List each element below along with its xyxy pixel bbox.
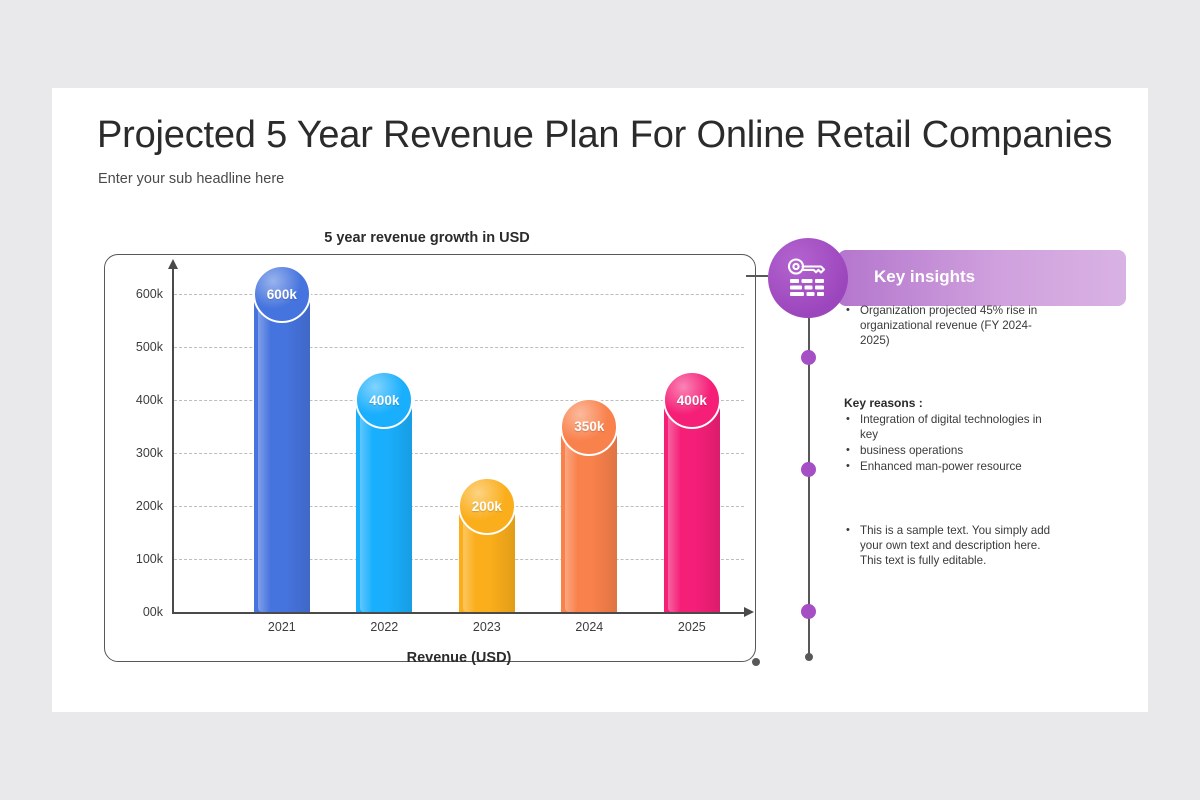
x-axis-arrow-icon [744, 607, 754, 617]
key-insights-icon [768, 238, 848, 318]
insight-bullet-list: This is a sample text. You simply add yo… [844, 523, 1054, 568]
bar-value-bubble-2025[interactable]: 400k [662, 371, 721, 430]
y-axis-tick-label: 00k [142, 605, 163, 619]
x-axis-tick-label-2023: 2023 [472, 620, 501, 634]
bar-highlight [565, 426, 578, 612]
x-axis-tick-label-2025: 2025 [677, 620, 706, 634]
insight-bullet: This is a sample text. You simply add yo… [846, 523, 1054, 568]
timeline-node-dot[interactable] [801, 462, 816, 477]
panel-connector-line [746, 275, 768, 277]
timeline-end-dot [804, 653, 813, 661]
insight-bullet: Enhanced man-power resource [846, 459, 1054, 475]
y-axis-arrow-icon [168, 259, 178, 269]
bar-value-bubble-2024[interactable]: 350k [560, 397, 619, 456]
gridline [174, 453, 744, 455]
chart-title: 5 year revenue growth in USD [324, 230, 530, 246]
bar-value-label: 400k [369, 392, 400, 408]
bar-value-bubble-2022[interactable]: 400k [355, 371, 414, 430]
slide-canvas: Projected 5 Year Revenue Plan For Online… [52, 88, 1148, 712]
bar-chart-plot: 00k 100k 200k 300k 400k 500k 600k 600k 400k 200k… [136, 259, 754, 693]
y-axis-tick-label: 300k [135, 446, 163, 461]
bar-2025[interactable] [663, 400, 720, 612]
insight-heading: Key reasons : [844, 396, 923, 410]
bar-highlight [462, 506, 475, 612]
key-insights-label: Key insights [874, 267, 976, 286]
insight-bullet: Organization projected 45% rise in organ… [846, 303, 1054, 348]
page-subtitle: Enter your sub headline here [98, 171, 285, 187]
bar-highlight [360, 400, 373, 612]
insight-item[interactable]: Organization projected 45% rise in organ… [844, 303, 1054, 349]
x-axis-line [172, 612, 746, 614]
bar-value-label: 400k [676, 392, 707, 408]
bar-highlight [257, 294, 270, 612]
x-axis-tick-label-2024: 2024 [575, 620, 604, 634]
key-insights-panel: Key insights [746, 218, 1126, 688]
gridline [174, 400, 744, 402]
timeline-line [808, 258, 810, 658]
insight-item[interactable]: Key reasons : Integration of digital tech… [844, 396, 1054, 476]
insight-bullet-list: Integration of digital technologies in k… [844, 412, 1054, 475]
bar-value-bubble-2021[interactable]: 600k [252, 265, 311, 324]
insight-bullet: Integration of digital technologies in k… [846, 412, 1054, 443]
key-insights-header-pill[interactable]: Key insights [838, 250, 1126, 306]
x-axis-title: Revenue (USD) [406, 650, 512, 666]
y-axis-tick-label: 500k [135, 340, 163, 355]
y-axis-tick-label: 100k [135, 552, 163, 567]
y-axis-tick-label: 400k [135, 393, 163, 408]
bar-value-bubble-2023[interactable]: 200k [457, 477, 516, 536]
chart-frame-end-dot [752, 658, 760, 666]
insight-bullet: business operations [846, 443, 1054, 459]
gridline [174, 294, 744, 296]
y-axis-line [172, 268, 174, 614]
insight-bullet-list: Organization projected 45% rise in organ… [844, 303, 1054, 348]
chart-frame [104, 254, 756, 662]
bar-2024[interactable] [561, 426, 618, 612]
bar-value-label: 200k [471, 498, 502, 514]
x-axis-tick-label-2022: 2022 [370, 620, 399, 634]
y-axis-tick-label: 600k [135, 287, 163, 302]
bar-2022[interactable] [356, 400, 413, 612]
bar-highlight [667, 400, 680, 612]
x-axis-tick-label-2021: 2021 [267, 620, 296, 634]
gridline [174, 347, 744, 349]
insight-item[interactable]: This is a sample text. You simply add yo… [844, 523, 1054, 569]
bar-value-label: 600k [266, 286, 297, 302]
timeline-node-dot[interactable] [801, 350, 816, 365]
bar-value-label: 350k [574, 419, 605, 435]
timeline-node-dot[interactable] [801, 604, 816, 619]
y-axis-tick-label: 200k [135, 499, 163, 514]
bar-2021[interactable] [253, 294, 310, 612]
page-title: Projected 5 Year Revenue Plan For Online… [97, 114, 1113, 156]
